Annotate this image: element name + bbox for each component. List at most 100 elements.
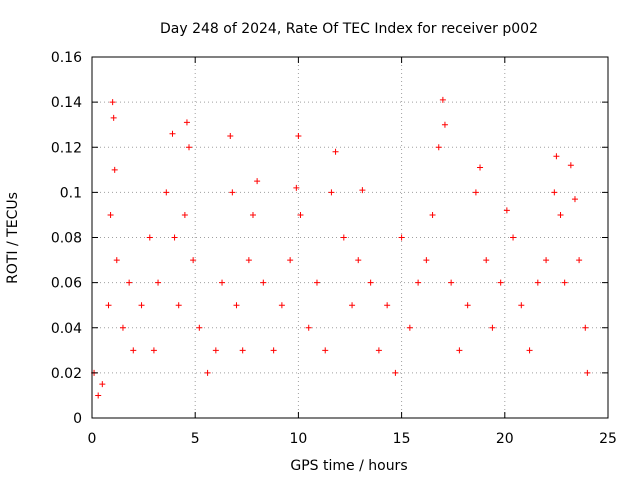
data-point [489,324,496,331]
data-point [245,257,252,264]
data-point [233,302,240,309]
data-point [227,132,234,139]
y-tick-label: 0.1 [60,185,82,201]
data-point [441,121,448,128]
x-tick-label: 0 [88,431,97,447]
data-point [146,234,153,241]
y-tick-label: 0 [73,411,82,427]
x-tick-label: 25 [599,431,617,447]
data-point [150,347,157,354]
data-point [429,211,436,218]
data-point [105,302,112,309]
data-point [557,211,564,218]
y-axis-label: ROTI / TECUs [5,192,21,284]
data-point [567,162,574,169]
x-tick-label: 5 [191,431,200,447]
data-point [229,189,236,196]
data-point [332,148,339,155]
data-point [107,211,114,218]
data-point [553,153,560,160]
data-point [477,164,484,171]
data-point [534,279,541,286]
data-point [113,257,120,264]
data-point [196,324,203,331]
data-point [110,114,117,121]
data-point [384,302,391,309]
data-point [423,257,430,264]
data-point [249,211,256,218]
data-point [119,324,126,331]
data-point [305,324,312,331]
data-point [375,347,382,354]
data-point [518,302,525,309]
data-point [355,257,362,264]
data-point [526,347,533,354]
y-tick-label: 0.14 [51,95,82,111]
data-point [584,369,591,376]
data-point [483,257,490,264]
data-point [155,279,162,286]
data-point [171,234,178,241]
x-tick-label: 15 [393,431,411,447]
y-tick-label: 0.08 [51,231,82,247]
data-point [295,132,302,139]
data-point [349,302,356,309]
data-point [415,279,422,286]
data-point [239,347,246,354]
data-point [270,347,277,354]
data-point [503,207,510,214]
data-point [435,144,442,151]
data-point [212,347,219,354]
data-point [392,369,399,376]
data-point [406,324,413,331]
data-point [130,347,137,354]
data-point [163,189,170,196]
data-point [109,99,116,106]
data-point [293,184,300,191]
data-point [340,234,347,241]
data-point [287,257,294,264]
y-tick-label: 0.12 [51,140,82,156]
data-point [183,119,190,126]
data-point [497,279,504,286]
chart-title: Day 248 of 2024, Rate Of TEC Index for r… [160,21,538,37]
data-point [456,347,463,354]
data-point [126,279,133,286]
data-point [571,196,578,203]
data-point [186,144,193,151]
data-point [181,211,188,218]
data-point [313,279,320,286]
data-point [190,257,197,264]
data-point [278,302,285,309]
data-point [111,166,118,173]
data-point [219,279,226,286]
data-point [95,392,102,399]
data-points [91,96,591,399]
data-point [543,257,550,264]
data-point [322,347,329,354]
x-axis-label: GPS time / hours [290,458,407,474]
data-point [510,234,517,241]
data-point [367,279,374,286]
y-tick-label: 0.04 [51,321,82,337]
data-point [359,187,366,194]
data-point [175,302,182,309]
y-tick-label: 0.16 [51,50,82,66]
data-point [561,279,568,286]
data-point [464,302,471,309]
data-point [398,234,405,241]
data-point [448,279,455,286]
data-point [551,189,558,196]
data-point [204,369,211,376]
x-tick-label: 20 [496,431,514,447]
data-point [576,257,583,264]
data-point [439,96,446,103]
axis-ticks: 0 5 10 15 20 25 0 0.02 0.04 0.06 0.08 0.1 0.12 0.14 0.… [51,50,617,447]
y-tick-label: 0.06 [51,276,82,292]
data-point [254,178,261,185]
data-point [99,381,106,388]
y-tick-label: 0.02 [51,366,82,382]
data-point [328,189,335,196]
